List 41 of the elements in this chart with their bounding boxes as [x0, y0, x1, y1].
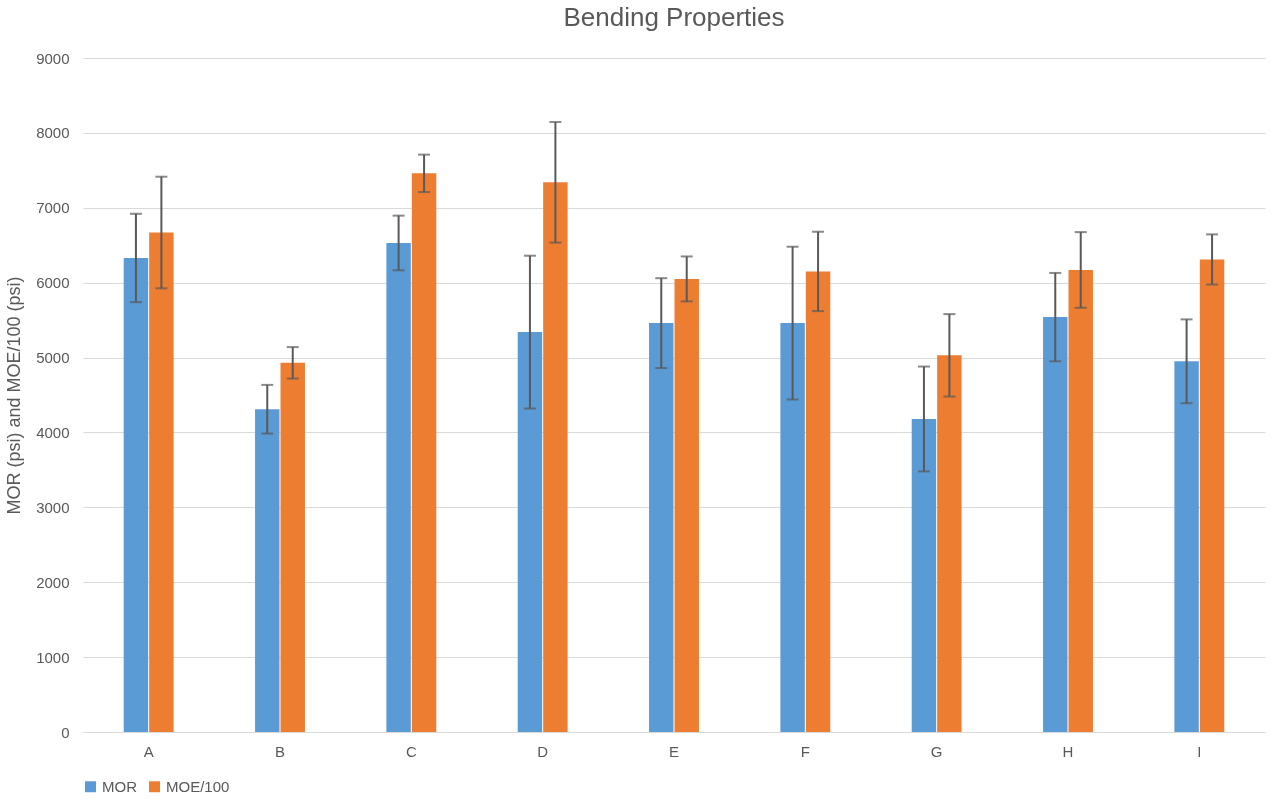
y-tick-label: 0: [61, 723, 70, 741]
y-tick-label: 3000: [36, 498, 70, 516]
y-tick-label: 4000: [36, 423, 70, 441]
y-tick-label: 1000: [36, 648, 70, 666]
x-tick-label: B: [274, 742, 286, 760]
bar: [649, 323, 674, 732]
x-tick-label: I: [1197, 742, 1202, 760]
chart-title: Bending Properties: [563, 2, 785, 32]
x-tick-label: E: [668, 742, 680, 760]
bar: [386, 242, 411, 732]
bar: [1068, 269, 1093, 732]
bar: [123, 257, 149, 732]
y-tick-label: 2000: [36, 573, 70, 591]
bar: [1174, 361, 1199, 732]
bar: [1199, 259, 1225, 732]
bar: [411, 173, 437, 732]
x-tick-label: H: [1062, 742, 1074, 760]
x-tick-label: A: [143, 742, 154, 760]
bar: [149, 232, 174, 732]
bar: [911, 418, 937, 732]
bar: [280, 362, 305, 732]
bar: [780, 323, 805, 732]
x-tick-label: C: [405, 742, 417, 760]
y-tick-label: 6000: [36, 274, 70, 292]
x-tick-label: F: [800, 742, 810, 760]
bar: [517, 332, 543, 732]
y-tick-label: 9000: [36, 49, 70, 67]
bar: [937, 355, 962, 732]
y-tick-label: 8000: [36, 124, 70, 142]
bar: [674, 278, 699, 732]
bar: [805, 271, 831, 732]
y-tick-label: 5000: [36, 349, 70, 367]
bar: [543, 182, 568, 732]
x-tick-label: G: [930, 742, 943, 760]
y-axis-title: MOR (psi) and MOE/100 (psi): [4, 276, 25, 515]
x-tick-label: D: [537, 742, 549, 760]
bar: [255, 409, 280, 732]
y-tick-label: 7000: [36, 199, 70, 217]
bar: [1043, 317, 1068, 732]
legend-label: MOE/100: [166, 777, 230, 795]
legend-label: MOR: [102, 777, 138, 795]
